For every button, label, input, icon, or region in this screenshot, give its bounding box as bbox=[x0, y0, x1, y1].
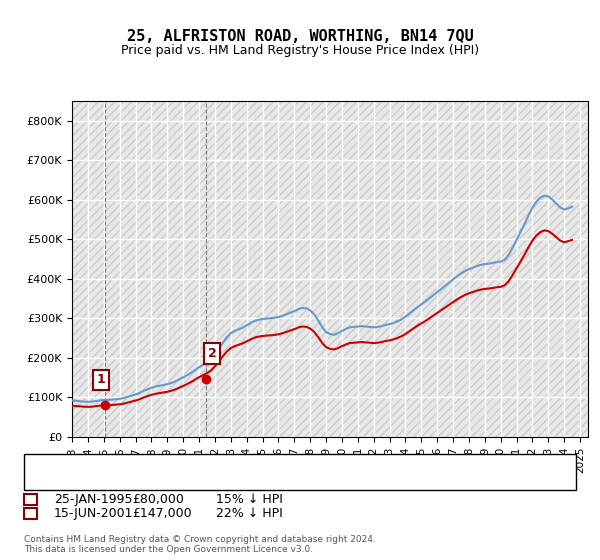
Text: 15% ↓ HPI: 15% ↓ HPI bbox=[216, 493, 283, 506]
Text: Price paid vs. HM Land Registry's House Price Index (HPI): Price paid vs. HM Land Registry's House … bbox=[121, 44, 479, 57]
Text: 1: 1 bbox=[26, 493, 35, 506]
Text: HPI: Average price, detached house, Worthing: HPI: Average price, detached house, Wort… bbox=[66, 475, 323, 485]
Text: 2: 2 bbox=[208, 347, 217, 360]
Text: 22% ↓ HPI: 22% ↓ HPI bbox=[216, 507, 283, 520]
Bar bbox=[72, 101, 588, 437]
Text: 25, ALFRISTON ROAD, WORTHING, BN14 7QU: 25, ALFRISTON ROAD, WORTHING, BN14 7QU bbox=[127, 29, 473, 44]
Text: 15-JUN-2001: 15-JUN-2001 bbox=[54, 507, 133, 520]
Text: 1: 1 bbox=[97, 374, 106, 386]
Text: £147,000: £147,000 bbox=[132, 507, 191, 520]
Text: £80,000: £80,000 bbox=[132, 493, 184, 506]
Text: Contains HM Land Registry data © Crown copyright and database right 2024.
This d: Contains HM Land Registry data © Crown c… bbox=[24, 535, 376, 554]
Text: 25, ALFRISTON ROAD, WORTHING, BN14 7QU (detached house): 25, ALFRISTON ROAD, WORTHING, BN14 7QU (… bbox=[66, 464, 421, 474]
Text: 25-JAN-1995: 25-JAN-1995 bbox=[54, 493, 133, 506]
Text: 2: 2 bbox=[26, 507, 35, 520]
